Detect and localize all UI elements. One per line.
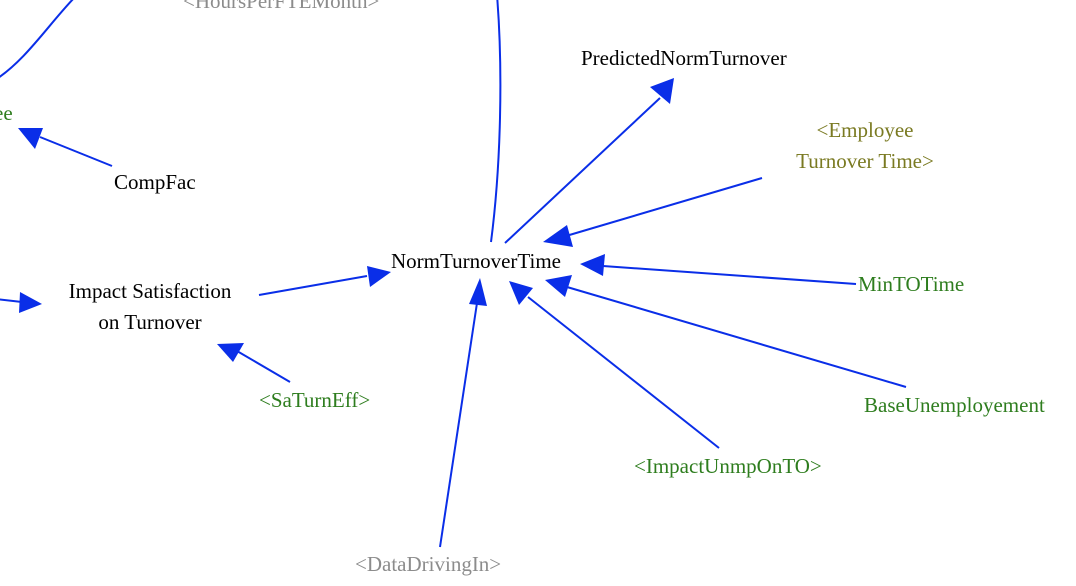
node-impact-unmp-on-to[interactable]: <ImpactUnmpOnTO> — [634, 454, 822, 478]
arrow-impactunmp-to-normturnover-head — [509, 281, 533, 305]
node-predicted-norm-turnover[interactable]: PredictedNormTurnover — [581, 46, 787, 70]
node-impact-satisfaction-line2: on Turnover — [98, 310, 202, 334]
node-comp-fac[interactable]: CompFac — [114, 170, 196, 194]
arrow-baseunemployement-to-normturnover — [566, 286, 907, 388]
arrow-mintotime-to-normturnover — [602, 265, 857, 285]
node-base-unemployement[interactable]: BaseUnemployement — [864, 393, 1045, 417]
node-sa-turn-eff[interactable]: <SaTurnEff> — [259, 388, 371, 412]
arrow-impactsatisfaction-to-normturnover-head — [367, 266, 391, 287]
arrow-employee-turnover-to-normturnover-head — [543, 225, 573, 247]
arrow-layer — [0, 0, 907, 548]
arrow-hours-to-normturnover — [490, 0, 502, 243]
arrow-impactunmp-to-normturnover — [527, 296, 720, 449]
arrow-mintotime-to-normturnover-head — [580, 254, 605, 276]
arrow-saturneff-to-impactsatisfaction-head — [217, 343, 244, 362]
arrow-offscreen-to-impactsatisfaction — [0, 298, 23, 303]
arrow-saturneff-to-impactsatisfaction — [236, 350, 291, 383]
node-employee-turnover-time[interactable]: <Employee Turnover Time> — [770, 115, 960, 177]
arrow-normturnover-to-predicted — [504, 97, 661, 244]
node-data-driving-in[interactable]: <DataDrivingIn> — [355, 552, 502, 576]
node-employee-partial[interactable]: ee — [0, 101, 13, 125]
node-impact-satisfaction-line1: Impact Satisfaction — [68, 279, 232, 303]
node-hours-per-fte-month[interactable]: <HoursPerFTEMonth> — [183, 0, 380, 13]
arrow-impactsatisfaction-to-normturnover — [258, 275, 368, 296]
arrow-offscreen-to-impactsatisfaction-head — [19, 292, 42, 313]
arrow-compfac-to-employee-head — [18, 128, 43, 149]
node-min-to-time[interactable]: MinTOTime — [858, 272, 965, 296]
arrow-offscreen-to-employee — [0, 0, 74, 78]
arrow-normturnover-to-predicted-head — [650, 78, 674, 104]
arrow-datadrivingin-to-normturnover — [439, 302, 478, 548]
arrow-employee-turnover-to-normturnover — [565, 177, 763, 237]
arrow-compfac-to-employee — [39, 136, 113, 167]
arrow-datadrivingin-to-normturnover-head — [469, 278, 487, 306]
node-impact-satisfaction-on-turnover[interactable]: Impact Satisfaction on Turnover — [48, 276, 252, 338]
arrow-baseunemployement-to-normturnover-head — [545, 275, 572, 297]
node-norm-turnover-time[interactable]: NormTurnoverTime — [391, 249, 561, 273]
node-employee-turnover-time-line1: <Employee — [816, 118, 914, 142]
node-employee-turnover-time-line2: Turnover Time> — [796, 149, 934, 173]
